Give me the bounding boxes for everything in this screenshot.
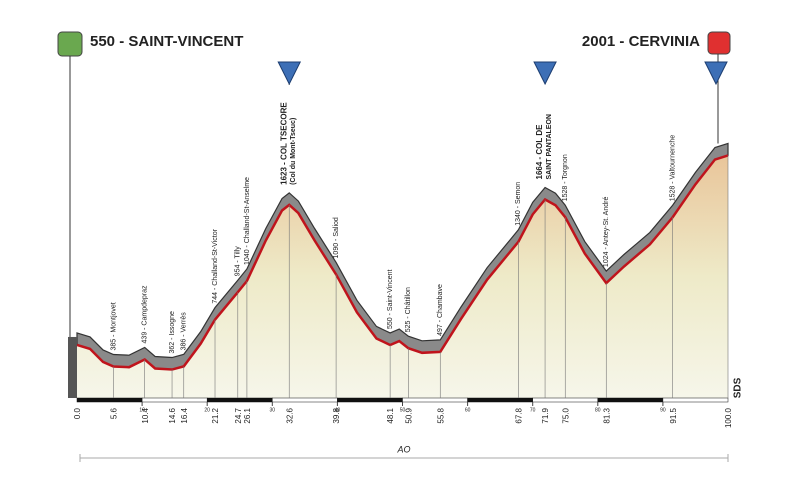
- km-label: 14.6: [168, 407, 177, 423]
- km-label: 75.0: [561, 407, 570, 423]
- waypoint-label: 1623 - COL TSECORE: [279, 102, 288, 185]
- axis-segment: [206, 397, 273, 403]
- km-label: 55.8: [436, 407, 445, 423]
- km-label: 21.2: [211, 407, 220, 423]
- start-label: 550 - SAINT-VINCENT: [90, 33, 243, 50]
- finish-icon: [707, 31, 731, 55]
- axis-segment: [76, 397, 143, 403]
- km-label: 24.7: [234, 407, 243, 423]
- axis-segment: [272, 397, 338, 403]
- axis-segment: [141, 397, 208, 403]
- profile-line: [76, 154, 729, 371]
- waypoint-label: 525 - Châtillon: [405, 287, 412, 332]
- axis-segment: [597, 397, 664, 403]
- waypoint-label: 550 - Saint-Vincent: [387, 270, 394, 329]
- x-tick-label: 20: [204, 407, 210, 413]
- km-label: 48.1: [386, 407, 395, 423]
- x-tick-label: 40: [335, 407, 341, 413]
- kom-marker: [533, 61, 557, 86]
- km-label: 5.6: [110, 407, 119, 419]
- km-label: 71.9: [541, 407, 550, 423]
- waypoint-label: 439 - Campdepraz: [142, 285, 149, 343]
- start-icon: [57, 31, 83, 57]
- waypoint-label: 385 - Montjovet: [110, 302, 117, 350]
- waypoint-label: 1090 - Saliod: [333, 217, 340, 258]
- x-tick-label: 10: [139, 407, 145, 413]
- x-tick-label: 90: [660, 407, 666, 413]
- waypoint-label: 1528 - Torgnon: [562, 154, 569, 201]
- km-label: 16.4: [180, 407, 189, 423]
- waypoint-label: 1528 - Valtournenche: [670, 135, 677, 202]
- km-label: 26.1: [243, 407, 252, 423]
- axis-segment: [467, 397, 533, 403]
- km-label: 39.8: [332, 407, 341, 423]
- axis-segment: [662, 397, 729, 403]
- waypoint-label: 386 - Verrès: [181, 312, 188, 351]
- waypoint-sublabel: SAINT PANTALEON: [546, 114, 553, 179]
- x-tick-label: 70: [530, 407, 536, 413]
- distance-label: AO: [396, 444, 410, 454]
- km-label: 100.0: [724, 407, 733, 428]
- km-label: 67.8: [514, 407, 523, 423]
- axis-segment: [337, 397, 403, 403]
- start-wall: [68, 336, 77, 398]
- axis-segment: [532, 397, 599, 403]
- km-label: 81.3: [602, 407, 611, 423]
- km-label: 0.0: [73, 407, 82, 419]
- x-tick-label: 30: [270, 407, 276, 413]
- axis-segment: [402, 397, 468, 403]
- kom-marker: [277, 61, 302, 86]
- kom-marker: [704, 61, 728, 86]
- waypoint-label: 1024 - Antey-St. André: [603, 197, 610, 268]
- x-tick-label: 50: [400, 407, 406, 413]
- km-label: 50.9: [404, 407, 413, 423]
- km-label: 10.4: [141, 407, 150, 423]
- waypoint-label: 1340 - Semon: [515, 182, 522, 226]
- waypoint-sublabel: (Col du Mont-Tseuc): [290, 118, 297, 185]
- waypoint-label: 744 - Challand-St-Victor: [212, 228, 219, 303]
- waypoint-label: 497 - Chambave: [437, 284, 444, 336]
- waypoint-label: 362 - Issogne: [169, 311, 176, 354]
- km-label: 91.5: [669, 407, 678, 423]
- km-label: 32.6: [285, 407, 294, 423]
- waypoint-label: 1664 - COL DE: [535, 124, 544, 180]
- waypoint-label: 1040 - Challand-St-Anselme: [244, 177, 251, 265]
- x-tick-label: 60: [465, 407, 471, 413]
- waypoint-label: 954 - Tilly: [235, 246, 242, 276]
- finish-label: 2001 - CERVINIA: [582, 33, 700, 50]
- x-tick-label: 80: [595, 407, 601, 413]
- brand: SDS: [733, 377, 744, 398]
